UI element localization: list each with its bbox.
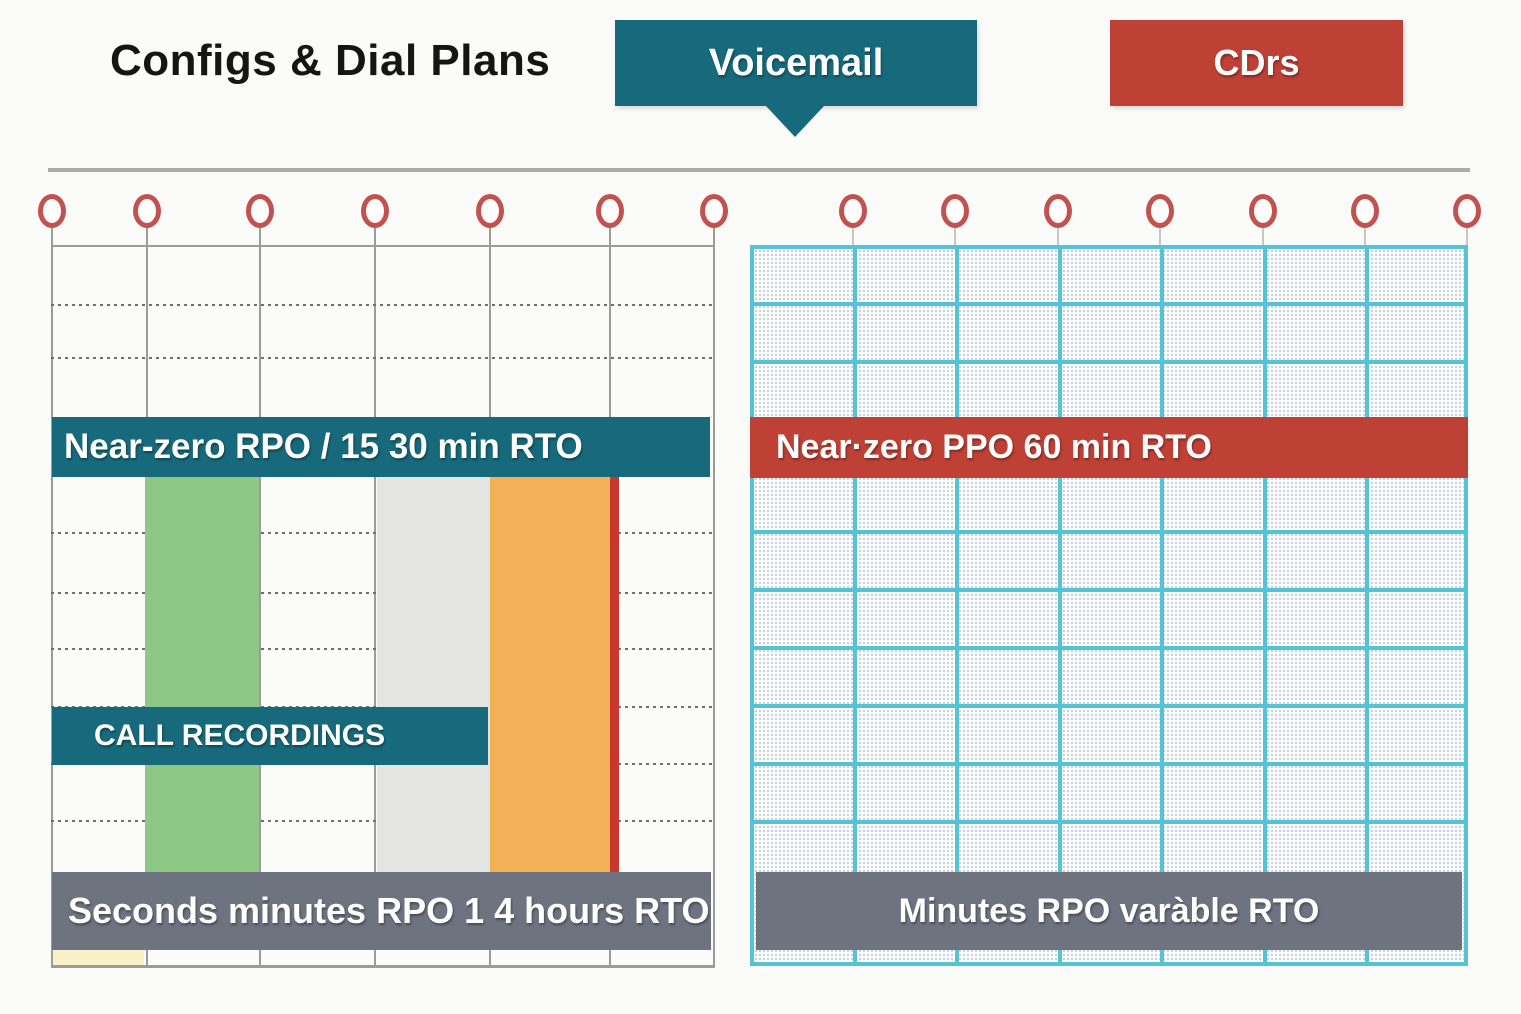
pin-ring-icon — [361, 194, 389, 228]
right-grid-row-line — [754, 820, 1464, 824]
pin-ring-icon — [38, 194, 66, 228]
pin-ring-icon — [700, 194, 728, 228]
tab-voicemail: Voicemail — [615, 20, 977, 106]
tab-cdrs-label: CDrs — [1213, 42, 1300, 83]
right-bottom-banner: Minutes RPO varàble RTO — [756, 872, 1462, 950]
left-grid-dashed-line — [51, 357, 715, 359]
pin-stem — [1364, 228, 1366, 246]
left-grid-bottom-line — [51, 965, 715, 968]
left-grid-top-line — [51, 245, 715, 247]
right-grid-column-line — [955, 249, 959, 962]
pin-ring-icon — [476, 194, 504, 228]
right-bottom-banner-label: Minutes RPO varàble RTO — [898, 891, 1320, 930]
right-grid-row-line — [754, 762, 1464, 766]
tab-voicemail-label: Voicemail — [708, 41, 884, 84]
right-rpo-banner-label: Near·zero PPO 60 min RTO — [776, 428, 1212, 466]
right-grid-column-line — [1160, 249, 1164, 962]
right-grid: Near·zero PPO 60 min RTO Minutes RPO var… — [750, 245, 1468, 966]
left-grid-column-line — [259, 228, 261, 968]
left-grid-column-line — [374, 228, 376, 968]
pin-ring-icon — [1044, 194, 1072, 228]
call-recordings-label: CALL RECORDINGS — [94, 719, 386, 752]
pin-ring-icon — [596, 194, 624, 228]
pin-ring-icon — [133, 194, 161, 228]
header-divider — [48, 168, 1470, 172]
right-grid-column-line — [1058, 249, 1062, 962]
voicemail-pointer-icon — [766, 106, 824, 137]
pin-ring-icon — [1249, 194, 1277, 228]
call-recordings-banner: CALL RECORDINGS — [52, 707, 488, 765]
pin-ring-icon — [839, 194, 867, 228]
pin-stem — [954, 228, 956, 246]
right-grid-row-line — [754, 646, 1464, 650]
pin-ring-icon — [246, 194, 274, 228]
right-grid-row-line — [754, 302, 1464, 306]
pin-stem — [1057, 228, 1059, 246]
pin-ring-icon — [1351, 194, 1379, 228]
pin-stem — [1159, 228, 1161, 246]
right-grid-row-line — [754, 360, 1464, 364]
right-grid-row-line — [754, 704, 1464, 708]
left-rpo-banner: Near-zero RPO / 15 30 min RTO — [52, 417, 710, 477]
right-grid-column-line — [1263, 249, 1267, 962]
pin-stem — [1466, 228, 1468, 246]
pin-stem — [852, 228, 854, 246]
page-title: Configs & Dial Plans — [110, 36, 551, 85]
right-grid-column-line — [1365, 249, 1369, 962]
pin-ring-icon — [941, 194, 969, 228]
right-grid-column-line — [853, 249, 857, 962]
orange-bar — [490, 477, 610, 872]
right-grid-row-line — [754, 588, 1464, 592]
left-rpo-banner-label: Near-zero RPO / 15 30 min RTO — [64, 427, 583, 466]
gray-bar — [377, 477, 490, 872]
left-grid-column-line — [713, 228, 715, 968]
right-grid-row-line — [754, 530, 1464, 534]
pin-ring-icon — [1453, 194, 1481, 228]
pin-ring-icon — [1146, 194, 1174, 228]
thin-red-bar — [610, 477, 619, 872]
pin-stem — [1262, 228, 1264, 246]
left-grid-column-line — [51, 228, 53, 968]
tab-cdrs: CDrs — [1110, 20, 1403, 106]
left-grid-dashed-line — [51, 304, 715, 306]
left-bottom-banner: Seconds minutes RPO 1 4 hours RTO — [52, 872, 711, 950]
yellow-cell — [53, 950, 144, 965]
green-bar — [145, 477, 259, 872]
left-bottom-banner-label: Seconds minutes RPO 1 4 hours RTO — [68, 890, 710, 931]
right-rpo-banner: Near·zero PPO 60 min RTO — [750, 417, 1468, 478]
